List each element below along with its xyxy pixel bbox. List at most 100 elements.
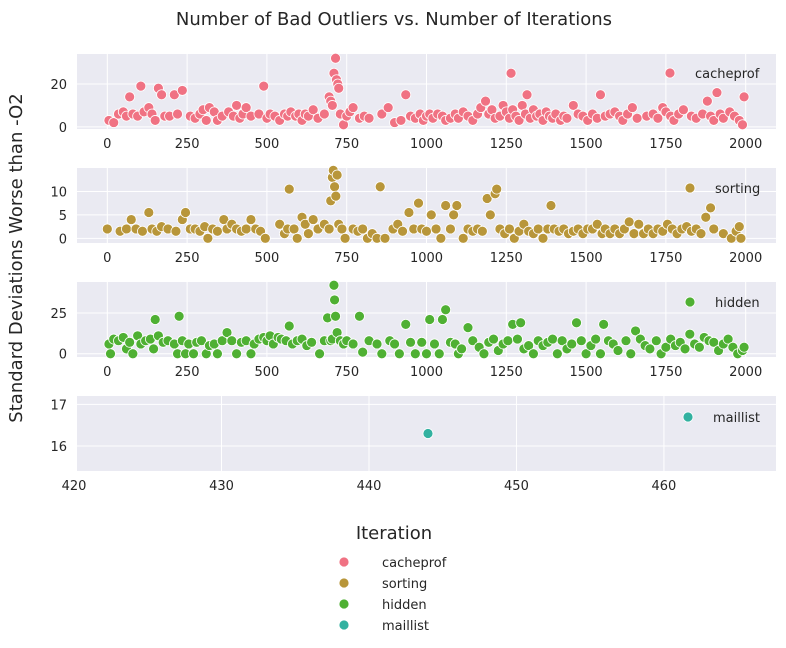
y-tick-label-sorting: 10 bbox=[50, 185, 67, 200]
point-hidden bbox=[437, 314, 448, 325]
point-cacheprof bbox=[258, 80, 270, 92]
point-hidden bbox=[347, 338, 359, 350]
point-cacheprof bbox=[200, 115, 212, 126]
x-tick-label-hidden: 750 bbox=[334, 365, 359, 380]
point-sorting bbox=[735, 232, 747, 244]
point-hidden bbox=[196, 335, 207, 347]
point-hidden bbox=[693, 341, 705, 353]
x-tick-label-sorting: 1250 bbox=[490, 251, 523, 266]
point-sorting bbox=[218, 214, 230, 225]
point-sorting bbox=[491, 183, 503, 195]
point-hidden bbox=[124, 336, 136, 348]
x-tick-label-cacheprof: 1500 bbox=[570, 137, 603, 152]
point-hidden bbox=[429, 338, 440, 350]
legend-marker-cacheprof bbox=[664, 67, 676, 79]
point-hidden bbox=[571, 317, 582, 329]
point-sorting bbox=[180, 207, 191, 218]
panel-sorting: 0 250 500 750 1000 1250 1500 1750 2000 0 5 10 sortin… bbox=[50, 164, 776, 266]
point-sorting bbox=[121, 223, 132, 235]
point-cacheprof bbox=[240, 102, 252, 113]
point-cacheprof bbox=[318, 108, 330, 120]
point-cacheprof bbox=[561, 112, 573, 124]
point-maillist bbox=[422, 428, 434, 439]
point-hidden bbox=[488, 333, 499, 345]
point-hidden bbox=[590, 333, 602, 345]
point-hidden bbox=[226, 335, 238, 347]
figure-legend-label-sorting: sorting bbox=[382, 577, 427, 592]
point-sorting bbox=[170, 225, 182, 237]
figure-legend-marker-cacheprof bbox=[338, 556, 350, 568]
point-hidden bbox=[393, 348, 405, 360]
point-cacheprof bbox=[376, 108, 388, 120]
x-tick-label-cacheprof: 1000 bbox=[410, 137, 443, 152]
point-hidden bbox=[105, 348, 116, 360]
point-sorting bbox=[476, 225, 488, 237]
point-sorting bbox=[481, 193, 493, 204]
point-hidden bbox=[245, 348, 257, 360]
point-sorting bbox=[628, 228, 640, 240]
point-cacheprof bbox=[513, 115, 525, 126]
y-axis-label: Standard Deviations Worse than -O2 bbox=[6, 93, 27, 422]
x-tick-label-hidden: 2000 bbox=[729, 365, 762, 380]
point-hidden bbox=[523, 340, 535, 351]
point-hidden bbox=[148, 343, 160, 355]
point-sorting bbox=[397, 225, 408, 237]
point-hidden bbox=[173, 310, 185, 322]
point-sorting bbox=[330, 190, 342, 202]
point-sorting bbox=[379, 232, 391, 244]
point-hidden bbox=[595, 348, 606, 360]
point-hidden bbox=[502, 335, 514, 347]
figure-legend-entry-cacheprof: cacheprof bbox=[338, 556, 447, 571]
point-sorting bbox=[413, 197, 424, 209]
point-hidden bbox=[424, 314, 436, 325]
x-tick-label-hidden: 250 bbox=[175, 365, 200, 380]
point-sorting bbox=[425, 209, 437, 221]
point-hidden bbox=[456, 343, 468, 355]
point-hidden bbox=[357, 346, 369, 358]
point-hidden bbox=[528, 348, 539, 360]
point-hidden bbox=[462, 322, 474, 334]
x-tick-label-maillist: 460 bbox=[652, 479, 677, 494]
point-sorting bbox=[504, 223, 515, 235]
panel-hidden: 0 250 500 750 1000 1250 1500 1750 2000 0 25 hidden bbox=[50, 279, 776, 380]
y-tick-label-hidden: 25 bbox=[50, 307, 67, 322]
x-tick-label-hidden: 1000 bbox=[410, 365, 443, 380]
point-cacheprof bbox=[363, 112, 375, 124]
point-sorting bbox=[288, 223, 300, 235]
point-hidden bbox=[738, 341, 750, 353]
figure-legend-label-maillist: maillist bbox=[382, 619, 429, 634]
point-hidden bbox=[231, 348, 242, 360]
figure-legend-title: Iteration bbox=[356, 523, 432, 544]
point-hidden bbox=[512, 333, 523, 345]
point-cacheprof bbox=[307, 104, 319, 116]
point-cacheprof bbox=[382, 102, 394, 113]
point-sorting bbox=[700, 211, 712, 223]
point-cacheprof bbox=[521, 89, 533, 101]
x-tick-label-maillist: 430 bbox=[209, 479, 234, 494]
point-hidden bbox=[580, 348, 592, 360]
point-sorting bbox=[591, 218, 603, 230]
legend-marker-sorting bbox=[684, 182, 696, 194]
x-tick-label-cacheprof: 250 bbox=[175, 137, 200, 152]
point-sorting bbox=[336, 223, 348, 235]
point-sorting bbox=[457, 232, 469, 244]
point-sorting bbox=[202, 232, 214, 244]
point-hidden bbox=[405, 336, 416, 348]
point-hidden bbox=[679, 343, 691, 355]
x-tick-label-maillist: 440 bbox=[357, 479, 382, 494]
point-hidden bbox=[212, 348, 223, 360]
x-tick-label-sorting: 0 bbox=[103, 251, 111, 266]
point-cacheprof bbox=[330, 52, 341, 64]
point-hidden bbox=[598, 318, 610, 330]
point-hidden bbox=[515, 317, 527, 329]
x-tick-label-cacheprof: 500 bbox=[254, 137, 279, 152]
x-tick-label-cacheprof: 0 bbox=[103, 137, 111, 152]
y-tick-label-sorting: 0 bbox=[59, 232, 67, 247]
point-cacheprof bbox=[149, 115, 161, 126]
point-hidden bbox=[650, 335, 662, 347]
point-sorting bbox=[537, 232, 549, 244]
point-hidden bbox=[283, 320, 295, 332]
legend-label-maillist: maillist bbox=[713, 411, 760, 426]
x-tick-label-sorting: 1500 bbox=[570, 251, 603, 266]
